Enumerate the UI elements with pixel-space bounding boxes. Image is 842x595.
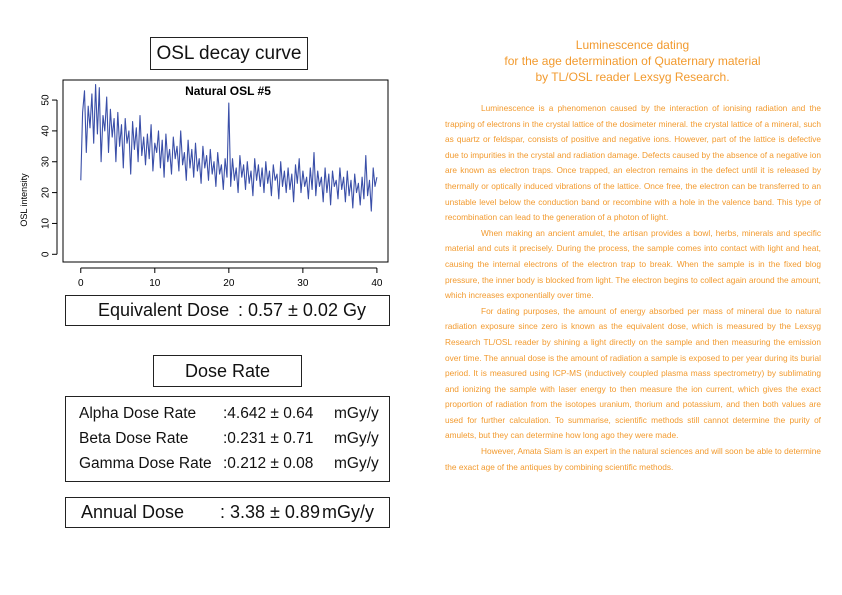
article-paragraph: For dating purposes, the amount of energ… xyxy=(445,305,821,441)
alpha-dose-rate-unit: mGy/y xyxy=(334,405,379,422)
chart-series xyxy=(80,84,378,212)
y-tick-label: 0 xyxy=(41,251,52,257)
article-title-line: for the age determination of Quaternary … xyxy=(504,54,761,68)
annual-dose-unit: mGy/y xyxy=(322,502,374,522)
plot-frame xyxy=(62,79,389,263)
osl-series-line xyxy=(80,84,378,212)
y-tick-label: 30 xyxy=(41,156,52,168)
x-tick-label: 20 xyxy=(223,278,235,289)
equivalent-dose-value: : 0.57 ± 0.02 Gy xyxy=(238,300,366,320)
alpha-dose-rate-label: Alpha Dose Rate xyxy=(79,405,197,422)
article-title-line: Luminescence dating xyxy=(575,38,690,52)
y-tick-label: 10 xyxy=(41,217,52,229)
osl-decay-chart: 0 10 20 30 40 50 0 10 20 30 40 Natural OSL #5 OSL … xyxy=(19,79,389,289)
article-title: Luminescence dating for the age determin… xyxy=(445,37,820,85)
gamma-dose-rate-unit: mGy/y xyxy=(334,455,379,472)
x-tick-label: 30 xyxy=(297,278,309,289)
equivalent-dose-label: Equivalent Dose xyxy=(98,300,230,320)
x-tick-label: 40 xyxy=(371,278,383,289)
y-tick-label: 20 xyxy=(41,187,52,199)
annual-dose-label: Annual Dose xyxy=(81,502,185,522)
y-axis-label: OSL intensity xyxy=(19,173,29,227)
x-tick-label: 10 xyxy=(149,278,161,289)
annual-dose-box: Annual Dose : 3.38 ± 0.89 mGy/y xyxy=(65,497,390,528)
y-tick-label: 40 xyxy=(41,125,52,137)
article-paragraph: When making an ancient amulet, the artis… xyxy=(445,227,821,301)
gamma-dose-rate-row: Gamma Dose Rate :0.212 ± 0.08 mGy/y xyxy=(79,455,379,479)
article-paragraph: However, Amata Siam is an expert in the … xyxy=(445,446,821,472)
osl-title: OSL decay curve xyxy=(156,42,302,64)
article-paragraph: Luminescence is a phenomenon caused by t… xyxy=(445,103,821,223)
annual-dose-value: : 3.38 ± 0.89 xyxy=(220,502,320,522)
osl-title-box: OSL decay curve xyxy=(150,37,308,70)
beta-dose-rate-value: :0.231 ± 0.71 xyxy=(223,430,314,447)
chart-title: Natural OSL #5 xyxy=(185,84,271,98)
dose-rate-title-box: Dose Rate xyxy=(153,355,302,387)
dose-rate-title: Dose Rate xyxy=(184,360,271,381)
x-tick-label: 0 xyxy=(78,278,84,289)
chart-axes: 0 10 20 30 40 50 0 10 20 30 40 xyxy=(41,79,389,289)
gamma-dose-rate-value: :0.212 ± 0.08 xyxy=(223,455,314,472)
alpha-dose-rate-value: :4.642 ± 0.64 xyxy=(223,405,314,422)
beta-dose-rate-label: Beta Dose Rate xyxy=(79,430,189,447)
beta-dose-rate-row: Beta Dose Rate :0.231 ± 0.71 mGy/y xyxy=(79,430,379,454)
beta-dose-rate-unit: mGy/y xyxy=(334,430,379,447)
dose-rates-box: Alpha Dose Rate :4.642 ± 0.64 mGy/y Beta… xyxy=(65,396,390,482)
alpha-dose-rate-row: Alpha Dose Rate :4.642 ± 0.64 mGy/y xyxy=(79,405,379,429)
article-body: Luminescence is a phenomenon caused by t… xyxy=(445,101,821,475)
article-title-line: by TL/OSL reader Lexsyg Research. xyxy=(535,70,730,84)
gamma-dose-rate-label: Gamma Dose Rate xyxy=(79,455,212,472)
y-tick-label: 50 xyxy=(41,94,52,106)
equivalent-dose-box: Equivalent Dose : 0.57 ± 0.02 Gy xyxy=(65,295,390,326)
